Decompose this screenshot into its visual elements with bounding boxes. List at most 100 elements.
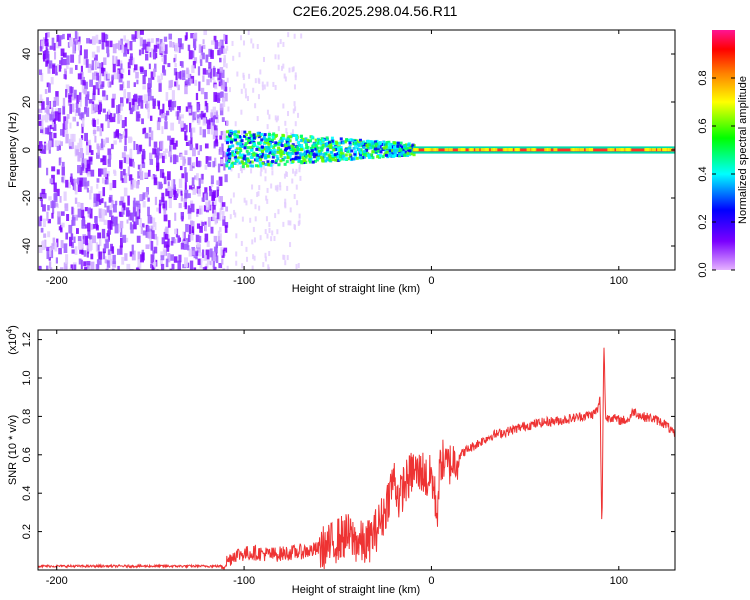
spectral-cell [378, 155, 382, 159]
spectral-cell [167, 253, 171, 263]
spectral-cell [209, 189, 213, 197]
spectral-cell [308, 139, 312, 143]
spectral-cell [211, 201, 215, 206]
spectral-cell [384, 143, 388, 147]
spectral-cell [480, 148, 485, 152]
spectral-cell [69, 104, 73, 114]
spectral-cell [225, 130, 229, 134]
spectral-cell [79, 147, 84, 158]
x-tick-label: 100 [610, 275, 628, 287]
colorbar: 0.00.20.40.60.8 Normalized spectral ampl… [697, 30, 749, 278]
spectral-cell [296, 200, 299, 206]
spectral-cell [64, 128, 68, 134]
spectral-cell [221, 249, 225, 258]
spectral-cell [303, 140, 307, 144]
spectral-cell [297, 156, 301, 160]
spectral-cell [166, 110, 170, 116]
spectral-cell [252, 87, 255, 93]
spectral-cell [287, 146, 291, 150]
spectral-cell [184, 172, 188, 183]
spectral-cell [657, 148, 662, 152]
spectral-cell [106, 205, 110, 213]
spectral-cell [267, 135, 271, 139]
spectral-cell [156, 236, 159, 246]
spectral-cell [236, 151, 240, 155]
spectral-cell [77, 208, 82, 218]
y-tick-label: 0.6 [21, 447, 33, 462]
spectral-cell [40, 200, 43, 207]
spectral-cell [81, 163, 85, 171]
spectral-cell [133, 141, 136, 151]
x-tick-label: -100 [233, 575, 255, 587]
spectral-cell [377, 145, 381, 149]
spectral-cell [153, 233, 157, 240]
spectral-cell [283, 255, 286, 261]
spectral-cell [236, 142, 240, 146]
spectral-cell [161, 192, 165, 203]
spectral-cell [184, 257, 188, 268]
spectral-cell [411, 144, 415, 148]
spectral-cell [284, 260, 287, 266]
spectral-cell [141, 118, 144, 125]
spectral-cell [263, 156, 267, 160]
spectral-cell [162, 172, 165, 179]
spectral-cell [424, 148, 429, 152]
spectral-cell [157, 101, 161, 110]
spectral-cell [176, 80, 179, 88]
spectral-cell [87, 171, 91, 177]
spectral-cell [255, 147, 259, 151]
spectral-cell [96, 72, 100, 81]
spectral-cell [218, 70, 222, 81]
spectral-cell [279, 185, 282, 191]
spectral-cell [344, 153, 348, 157]
spectral-cell [185, 124, 188, 133]
spectral-cell [235, 134, 239, 138]
spectral-cell [258, 158, 261, 164]
spectral-cell [38, 121, 42, 126]
spectral-cell [91, 223, 94, 230]
spectral-cell [144, 69, 147, 77]
spectral-cell [114, 200, 118, 206]
spectral-cell [285, 171, 288, 177]
spectral-cell [136, 235, 141, 243]
spectral-cell [276, 229, 279, 235]
spectral-cell [260, 138, 264, 142]
spectral-cell [177, 106, 181, 111]
spectral-cell [384, 153, 388, 157]
spectral-cell [62, 123, 67, 130]
spectral-cell [336, 155, 340, 159]
spectral-cell [316, 146, 320, 150]
spectral-cell [167, 171, 171, 181]
spectral-cell [251, 184, 254, 190]
spectral-cell [225, 206, 229, 212]
spectral-cell [278, 140, 282, 144]
spectral-cell [276, 157, 280, 161]
spectral-cell [508, 148, 513, 152]
spectral-cell [266, 124, 269, 130]
spectral-cell [103, 251, 106, 260]
spectral-cell [240, 35, 243, 41]
spectral-cell [369, 146, 373, 150]
spectral-cell [147, 109, 150, 119]
spectral-cell [74, 31, 78, 39]
spectral-cell [188, 248, 192, 257]
spectral-cell [136, 181, 140, 189]
spectral-cell [103, 57, 107, 66]
spectral-cell [304, 154, 308, 158]
spectral-cell [116, 105, 119, 114]
spectral-cell [86, 260, 91, 266]
spectral-cell [266, 81, 269, 87]
spectral-cell [461, 148, 466, 152]
spectral-cell [256, 116, 259, 122]
spectral-cell [193, 267, 197, 270]
spectral-cell [228, 134, 232, 138]
spectral-cell [185, 223, 189, 233]
spectral-cell [207, 217, 211, 227]
spectral-cell [200, 110, 204, 120]
spectral-cell [71, 217, 76, 226]
spectral-cell [269, 163, 273, 167]
spectral-cell [48, 196, 52, 201]
spectral-cell [251, 239, 254, 245]
spectral-cell [84, 158, 88, 165]
spectral-cell [80, 79, 84, 85]
